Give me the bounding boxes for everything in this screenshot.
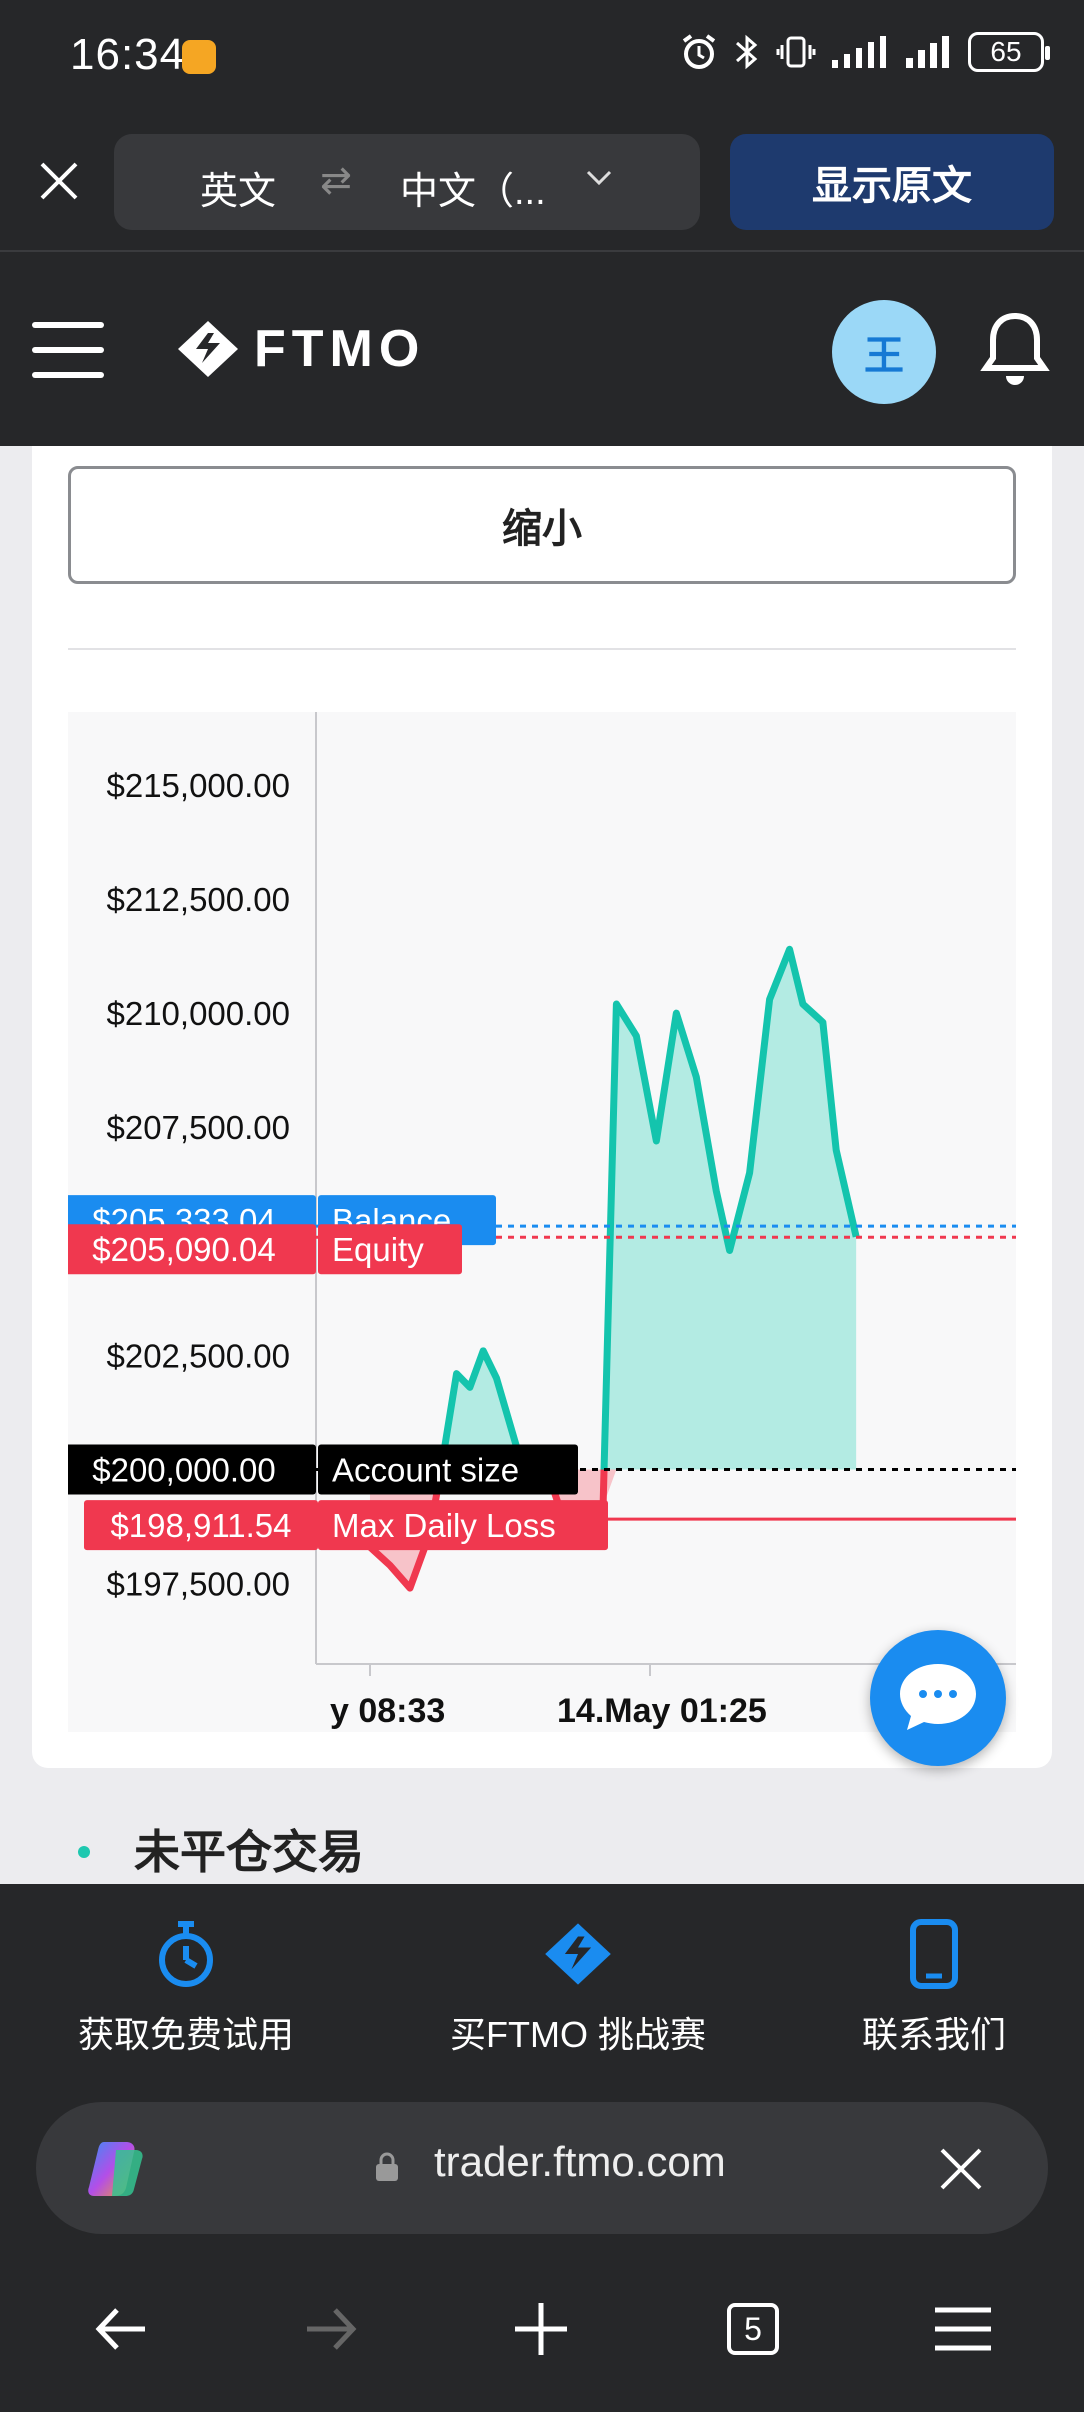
y-tick-label: $207,500.00 [106, 1109, 290, 1146]
nav-contact-label: 联系我们 [861, 2014, 1006, 2055]
status-time: 16:34 [70, 30, 186, 79]
chat-icon [900, 1664, 976, 1730]
battery-icon: 65 [968, 32, 1050, 72]
y-tick-label: $210,000.00 [106, 995, 290, 1032]
browser-menu-button[interactable] [928, 2294, 998, 2364]
menu-icon [935, 2307, 991, 2351]
menu-icon[interactable] [32, 322, 104, 378]
translate-bar: 英文 ⇄ 中文（... 显示原文 [0, 112, 1084, 252]
source-language: 英文 [200, 171, 277, 213]
equity-chart-svg: $215,000.00 $212,500.00 $210,000.00 $207,50… [68, 712, 1016, 1730]
reference-value-label: $200,000.00 [92, 1451, 276, 1488]
status-bar: 16:34 65 [0, 0, 1084, 112]
y-tick-label: $197,500.00 [106, 1566, 290, 1603]
nav-buy-challenge[interactable]: 买FTMO 挑战赛 [408, 1914, 748, 2058]
forward-arrow-icon [307, 2308, 357, 2350]
close-icon[interactable] [936, 2144, 986, 2194]
reference-name-label: Max Daily Loss [332, 1507, 556, 1544]
equity-chart: $215,000.00 $212,500.00 $210,000.00 $207,50… [68, 712, 1016, 1732]
reference-name-tag [318, 1224, 462, 1275]
forward-button[interactable] [296, 2294, 366, 2364]
swap-icon[interactable]: ⇄ [320, 160, 352, 202]
back-button[interactable] [86, 2294, 156, 2364]
reference-name-tag [318, 1444, 578, 1495]
chart-card: 缩小 $215,000.00 $212,500.00 $210,000.00 $207… [32, 446, 1052, 1768]
x-tick-label: 14.May 01:25 [557, 1692, 767, 1730]
language-selector[interactable]: 英文 ⇄ 中文（... [114, 134, 700, 230]
show-original-button[interactable]: 显示原文 [730, 134, 1054, 230]
new-tab-button[interactable] [506, 2294, 576, 2364]
battery-level: 65 [990, 36, 1022, 67]
ftmo-logo-icon [545, 1923, 611, 1985]
y-tick-label: $215,000.00 [106, 767, 290, 804]
close-translate-icon[interactable] [34, 156, 84, 206]
shrink-button[interactable]: 缩小 [68, 466, 1016, 584]
open-trades-title: 未平仓交易 [134, 1826, 364, 1878]
tab-count: 5 [727, 2303, 779, 2355]
url-text[interactable]: trader.ftmo.com [434, 2138, 726, 2185]
section-bullet [78, 1846, 90, 1858]
alarm-icon [682, 34, 716, 69]
site-header: FTMO 王 [0, 254, 1084, 446]
y-tick-label: $202,500.00 [106, 1337, 290, 1374]
divider [68, 648, 1016, 650]
lock-icon [376, 2152, 398, 2181]
ftmo-logo[interactable]: FTMO [176, 314, 425, 384]
chat-button[interactable] [870, 1630, 1006, 1766]
phone-icon [910, 1919, 958, 1989]
reference-value-tag [68, 1444, 316, 1495]
reference-name-label: Equity [332, 1231, 424, 1268]
bell-icon[interactable] [980, 310, 1050, 390]
reference-name-label: Account size [332, 1451, 519, 1488]
vibrate-icon [776, 36, 816, 68]
logo-text: FTMO [254, 320, 426, 378]
back-arrow-icon [95, 2308, 145, 2350]
bluetooth-icon [736, 34, 758, 70]
signal-icon-2 [906, 36, 949, 68]
copilot-icon[interactable] [86, 2136, 152, 2202]
nav-buy-challenge-label: 买FTMO 挑战赛 [450, 2014, 706, 2055]
bottom-nav: 获取免费试用 买FTMO 挑战赛 联系我们 [0, 1884, 1084, 2100]
reference-value-tag [84, 1500, 318, 1551]
x-tick-label: y 08:33 [330, 1692, 445, 1730]
reference-value-label: $198,911.54 [110, 1507, 291, 1544]
reference-value-label: $205,090.04 [92, 1231, 276, 1268]
target-language: 中文（... [400, 171, 546, 213]
y-tick-label: $212,500.00 [106, 881, 290, 918]
stopwatch-icon [159, 1921, 213, 1987]
avatar[interactable]: 王 [832, 300, 936, 404]
status-icons: 65 [680, 32, 1050, 72]
browser-toolbar: 5 [0, 2240, 1084, 2412]
nav-free-trial[interactable]: 获取免费试用 [16, 1914, 356, 2058]
equity-line [437, 945, 860, 1470]
tabs-button[interactable]: 5 [718, 2294, 788, 2364]
notification-app-icon [182, 40, 216, 74]
plus-icon [515, 2303, 567, 2355]
reference-name-tag [318, 1500, 608, 1551]
nav-free-trial-label: 获取免费试用 [77, 2014, 294, 2055]
chevron-down-icon [586, 170, 612, 186]
reference-value-tag [68, 1224, 316, 1275]
ftmo-logo-icon [178, 321, 238, 377]
nav-contact[interactable]: 联系我们 [764, 1914, 1084, 2058]
url-bar[interactable]: trader.ftmo.com [36, 2102, 1048, 2234]
signal-icon [832, 36, 886, 68]
page-content: 缩小 $215,000.00 $212,500.00 $210,000.00 $207… [0, 446, 1084, 1884]
